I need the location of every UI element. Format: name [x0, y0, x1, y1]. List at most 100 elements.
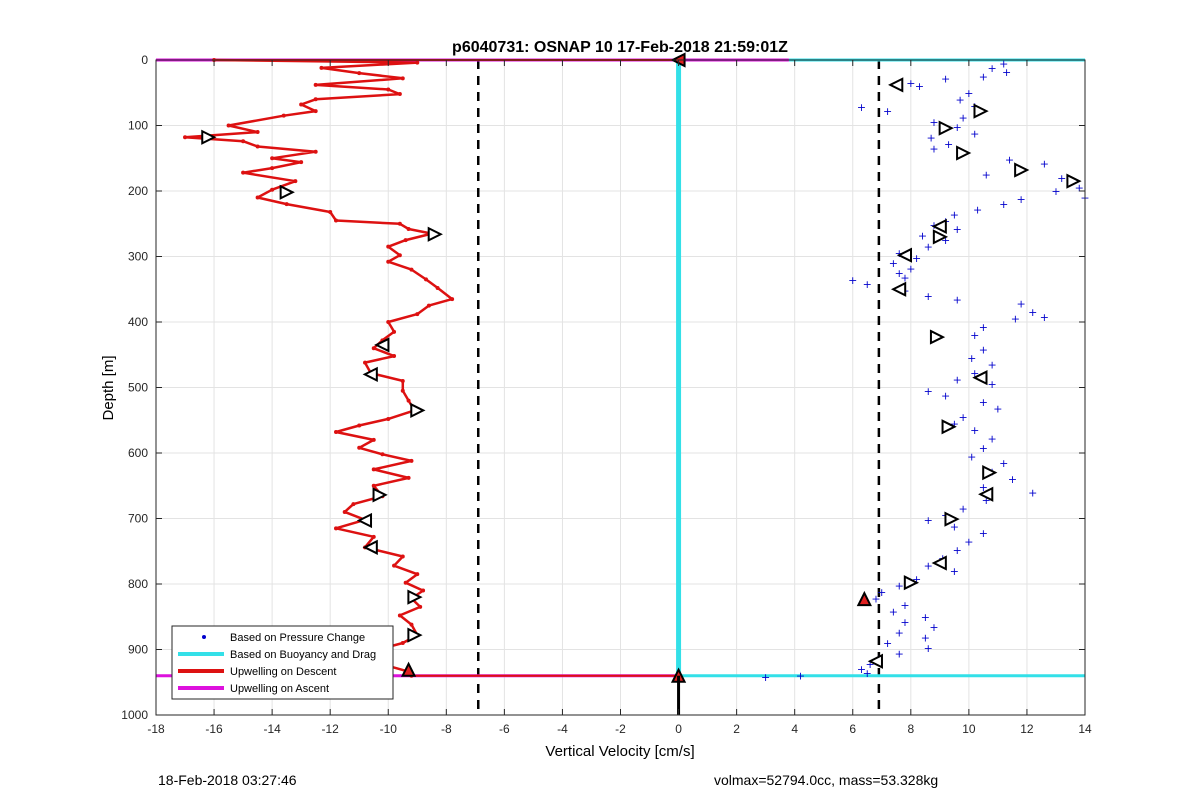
- descent-point: [415, 312, 420, 317]
- direction-marker: [427, 226, 443, 242]
- descent-point: [313, 97, 318, 102]
- descent-point: [241, 170, 246, 175]
- descent-point: [357, 445, 362, 450]
- legend-label: Based on Pressure Change: [230, 632, 365, 644]
- direction-marker: [374, 337, 390, 353]
- pressure-change-point: +: [863, 278, 872, 291]
- direction-marker: [362, 366, 378, 383]
- descent-point: [400, 554, 405, 559]
- pressure-change-point: +: [900, 271, 909, 284]
- descent-point: [255, 130, 260, 135]
- descent-point: [386, 259, 391, 264]
- pressure-change-point: +: [967, 352, 976, 365]
- direction-marker: [400, 661, 417, 677]
- descent-point: [409, 458, 414, 463]
- pressure-change-point: +: [993, 402, 1002, 415]
- descent-point: [313, 149, 318, 154]
- pressure-change-point: +: [796, 670, 805, 683]
- pressure-change-point: +: [1017, 298, 1026, 311]
- descent-point: [400, 640, 405, 645]
- direction-marker: [972, 370, 988, 386]
- descent-point: [371, 534, 376, 539]
- direction-marker: [888, 77, 904, 93]
- pressure-change-point: +: [982, 169, 991, 182]
- direction-marker: [407, 627, 423, 643]
- descent-point: [357, 423, 362, 428]
- pressure-change-point: +: [857, 663, 866, 676]
- descent-point: [400, 388, 405, 393]
- descent-point: [386, 416, 391, 421]
- pressure-change-point: +: [924, 241, 933, 254]
- direction-marker: [944, 511, 960, 527]
- descent-point: [386, 320, 391, 324]
- descent-point: [397, 221, 402, 226]
- pressure-change-point: +: [929, 116, 938, 129]
- pressure-change-point: +: [987, 359, 996, 372]
- descent-point: [403, 238, 408, 243]
- descent-point: [406, 398, 411, 403]
- x-tick-label: 10: [962, 722, 976, 736]
- descent-point: [409, 267, 414, 272]
- pressure-change-point: +: [866, 658, 875, 671]
- legend-swatch: [202, 635, 206, 639]
- axes: -18 -16 -14 -12 -10 -8 -6 -4 -2 0 2 4 6 8 10 12 14 0 100 20…: [121, 53, 1092, 736]
- direction-marker: [201, 129, 217, 145]
- pressure-change-point: +: [953, 223, 962, 236]
- x-tick-label: -2: [615, 722, 626, 736]
- descent-point: [226, 123, 231, 128]
- pressure-change-point: +: [929, 142, 938, 155]
- pressure-change-point: +: [895, 579, 904, 592]
- y-tick-label: 200: [128, 184, 148, 198]
- pressure-change-point: +: [970, 127, 979, 140]
- pressure-change-point: +: [941, 389, 950, 402]
- x-tick-label: 14: [1078, 722, 1092, 736]
- pressure-change-point: +: [979, 481, 988, 494]
- pressure-change-point: +: [924, 385, 933, 398]
- pressure-change-point: +: [964, 87, 973, 100]
- direction-marker: [279, 184, 295, 200]
- descent-point: [357, 71, 362, 76]
- y-tick-label: 500: [128, 381, 148, 395]
- pressure-change-point: +: [967, 450, 976, 463]
- pressure-change-point: +: [895, 247, 904, 260]
- descent-point: [400, 76, 405, 81]
- x-tick-label: 8: [907, 722, 914, 736]
- descent-point: [397, 613, 402, 618]
- direction-marker: [956, 145, 972, 161]
- descent-point: [415, 572, 420, 577]
- direction-marker: [407, 589, 423, 605]
- descent-point: [409, 622, 414, 627]
- pressure-change-point: +: [1057, 172, 1066, 185]
- x-tick-label: -6: [499, 722, 510, 736]
- pressure-change-point: +: [848, 274, 857, 287]
- footer-volmax-mass: volmax=52794.0cc, mass=53.328kg: [714, 772, 939, 788]
- pressure-change-point: +: [924, 642, 933, 655]
- x-tick-label: -14: [263, 722, 281, 736]
- direction-marker: [372, 487, 388, 503]
- descent-point: [351, 502, 356, 507]
- pressure-change-point: +: [895, 647, 904, 660]
- pressure-change-point: +: [941, 234, 950, 247]
- descent-point: [403, 580, 408, 585]
- pressure-change-point: +: [900, 616, 909, 629]
- descent-point: [241, 139, 246, 144]
- descent-point: [415, 60, 420, 65]
- pressure-change-point: +: [950, 209, 959, 222]
- pressure-change-point: +: [964, 535, 973, 548]
- pressure-change-point: +: [941, 72, 950, 85]
- descent-point: [299, 160, 304, 165]
- pressure-change-point: +: [950, 520, 959, 533]
- pressure-change-point: +: [956, 93, 965, 106]
- pressure-change-point: +: [958, 411, 967, 424]
- descent-point: [426, 303, 431, 308]
- pressure-change-point: +: [953, 121, 962, 134]
- pressure-change-point: +: [987, 433, 996, 446]
- direction-marker: [362, 539, 378, 555]
- x-tick-label: -16: [205, 722, 223, 736]
- pressure-change-point: +: [924, 560, 933, 573]
- x-tick-label: 0: [675, 722, 682, 736]
- pressure-change-point: +: [1075, 182, 1084, 195]
- descent-point: [406, 226, 411, 231]
- pressure-change-point: +: [912, 573, 921, 586]
